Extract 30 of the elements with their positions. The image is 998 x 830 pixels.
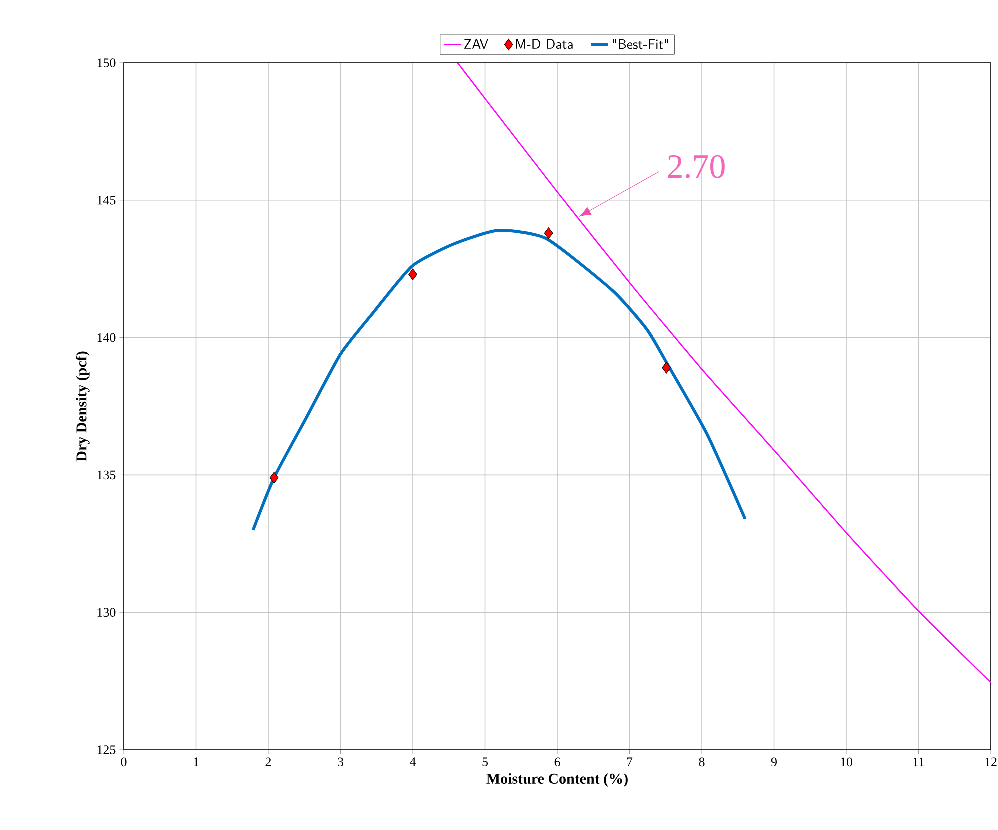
y-tick-label: 150: [98, 58, 116, 68]
x-tick-label: 9: [771, 758, 777, 767]
legend-label: ZAV: [464, 39, 488, 49]
x-tick-label: 10: [841, 758, 853, 767]
x-tick-label: 4: [410, 758, 416, 766]
y-tick-label: 125: [98, 746, 116, 754]
x-tick-label: 6: [554, 758, 560, 767]
x-tick-label: 5: [482, 758, 488, 766]
point: [544, 228, 554, 240]
line-series: [457, 62, 992, 684]
legend-label: "Best-Fit": [613, 39, 668, 50]
x-tick-label: 8: [699, 758, 705, 767]
y-tick-label: 145: [98, 196, 116, 205]
legend-label: M-D Data: [516, 39, 573, 50]
y-tick-label: 135: [98, 470, 116, 480]
annotation: 2.70: [668, 155, 725, 178]
x-tick-label: 12: [986, 758, 997, 766]
x-axis-title: Moisture Content (%): [486, 773, 628, 788]
x-tick-label: 2: [266, 758, 272, 766]
point: [270, 472, 279, 484]
y-axis-title: Dry Density (pcf): [76, 352, 90, 462]
point: [408, 268, 418, 280]
x-tick-label: 3: [338, 758, 344, 767]
y-tick-label: 140: [98, 333, 116, 342]
y-tick-label: 130: [98, 608, 116, 617]
x-tick-label: 11: [914, 758, 924, 766]
x-tick-label: 7: [627, 758, 633, 766]
x-tick-label: 1: [194, 758, 199, 766]
point: [662, 362, 672, 374]
x-tick-label: 0: [121, 758, 127, 767]
